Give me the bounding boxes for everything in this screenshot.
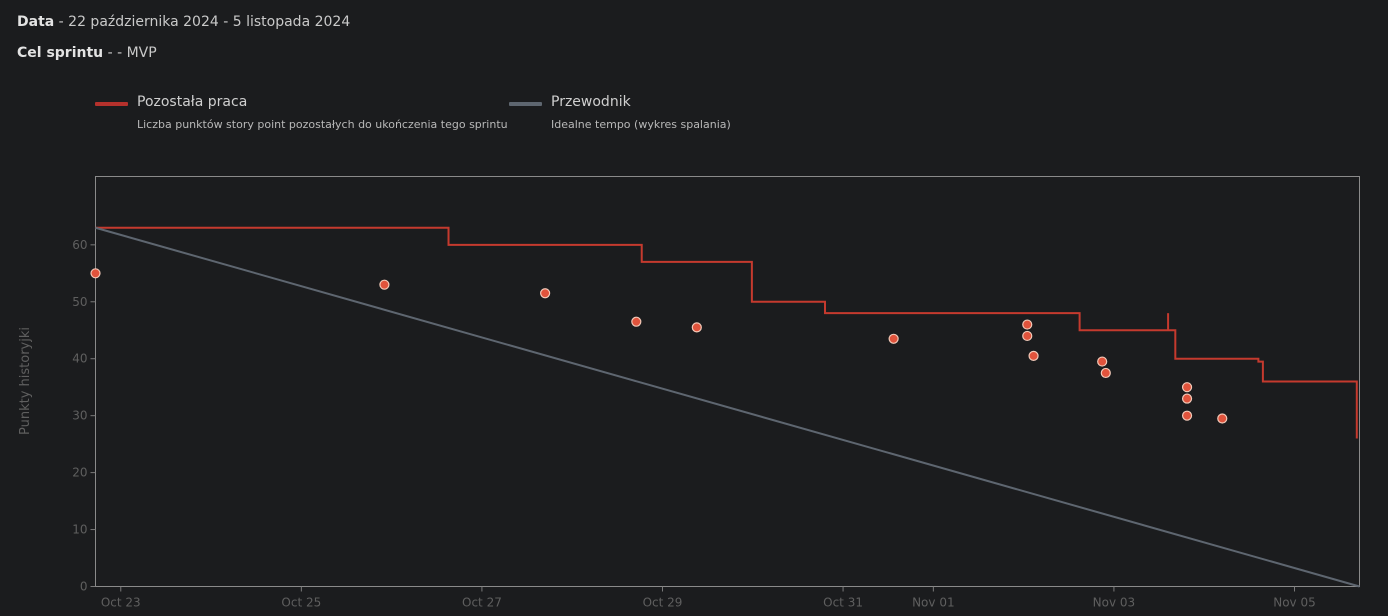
- x-tick-label: Oct 23: [101, 596, 141, 610]
- legend-swatch-remaining: [95, 102, 128, 106]
- x-tick-label: Nov 05: [1273, 596, 1316, 610]
- remaining-work-line: [95, 226, 1358, 439]
- y-tick-label: 20: [72, 466, 87, 480]
- scope-change-marker: [379, 279, 390, 290]
- scope-change-marker: [888, 333, 899, 344]
- x-tick-label: Nov 03: [1093, 596, 1136, 610]
- scope-change-marker: [540, 288, 551, 299]
- goal-label: Cel sprintu: [17, 45, 104, 61]
- scope-change-marker: [1028, 350, 1039, 361]
- scope-change-marker: [1181, 382, 1193, 393]
- scope-change-marker: [1217, 413, 1228, 424]
- guide-line: [95, 226, 1360, 588]
- scope-change-marker: [631, 316, 642, 327]
- legend-guide-title: Przewodnik: [551, 94, 631, 110]
- scope-change-marker: [1022, 319, 1033, 330]
- legend-swatch-guide: [509, 102, 542, 106]
- scope-change-marker: [1181, 393, 1193, 404]
- goal-value: - - MVP: [103, 45, 157, 61]
- x-tick-label: Nov 01: [912, 596, 955, 610]
- date-label: Data: [17, 14, 55, 30]
- legend-guide-description: Idealne tempo (wykres spalania): [551, 118, 731, 131]
- y-tick-label: 0: [80, 580, 88, 594]
- x-tick-label: Oct 31: [823, 596, 863, 610]
- scope-change-marker: [90, 268, 101, 279]
- y-axis-label: Punkty historyjki: [18, 327, 33, 435]
- legend-remaining-description: Liczba punktów story point pozostałych d…: [137, 118, 508, 131]
- scope-change-marker: [1181, 410, 1193, 421]
- y-tick-label: 60: [72, 238, 87, 252]
- y-tick-label: 50: [72, 295, 87, 309]
- date-value: - 22 października 2024 - 5 listopada 202…: [54, 14, 351, 30]
- y-tick-label: 30: [72, 409, 87, 423]
- y-tick-label: 10: [72, 523, 87, 537]
- x-tick-label: Oct 25: [281, 596, 321, 610]
- scope-change-marker: [1097, 356, 1108, 367]
- x-tick-label: Oct 27: [462, 596, 502, 610]
- sprint-date: Data - 22 października 2024 - 5 listopad…: [17, 14, 350, 30]
- legend-remaining-title: Pozostała praca: [137, 94, 248, 110]
- sprint-goal: Cel sprintu - - MVP: [17, 45, 157, 61]
- plot-frame: [95, 176, 1360, 587]
- y-axis: 0 10 20 30 40 50 60: [72, 238, 96, 594]
- scope-change-marker: [1100, 367, 1111, 379]
- x-tick-label: Oct 29: [643, 596, 683, 610]
- y-tick-label: 40: [72, 352, 87, 366]
- x-axis: Oct 23 Oct 25 Oct 27 Oct 29 Oct 31 Nov 01 Nov …: [101, 586, 1316, 610]
- scope-change-marker: [1022, 330, 1033, 342]
- scope-change-marker: [691, 322, 702, 333]
- series-layer: [90, 226, 1360, 588]
